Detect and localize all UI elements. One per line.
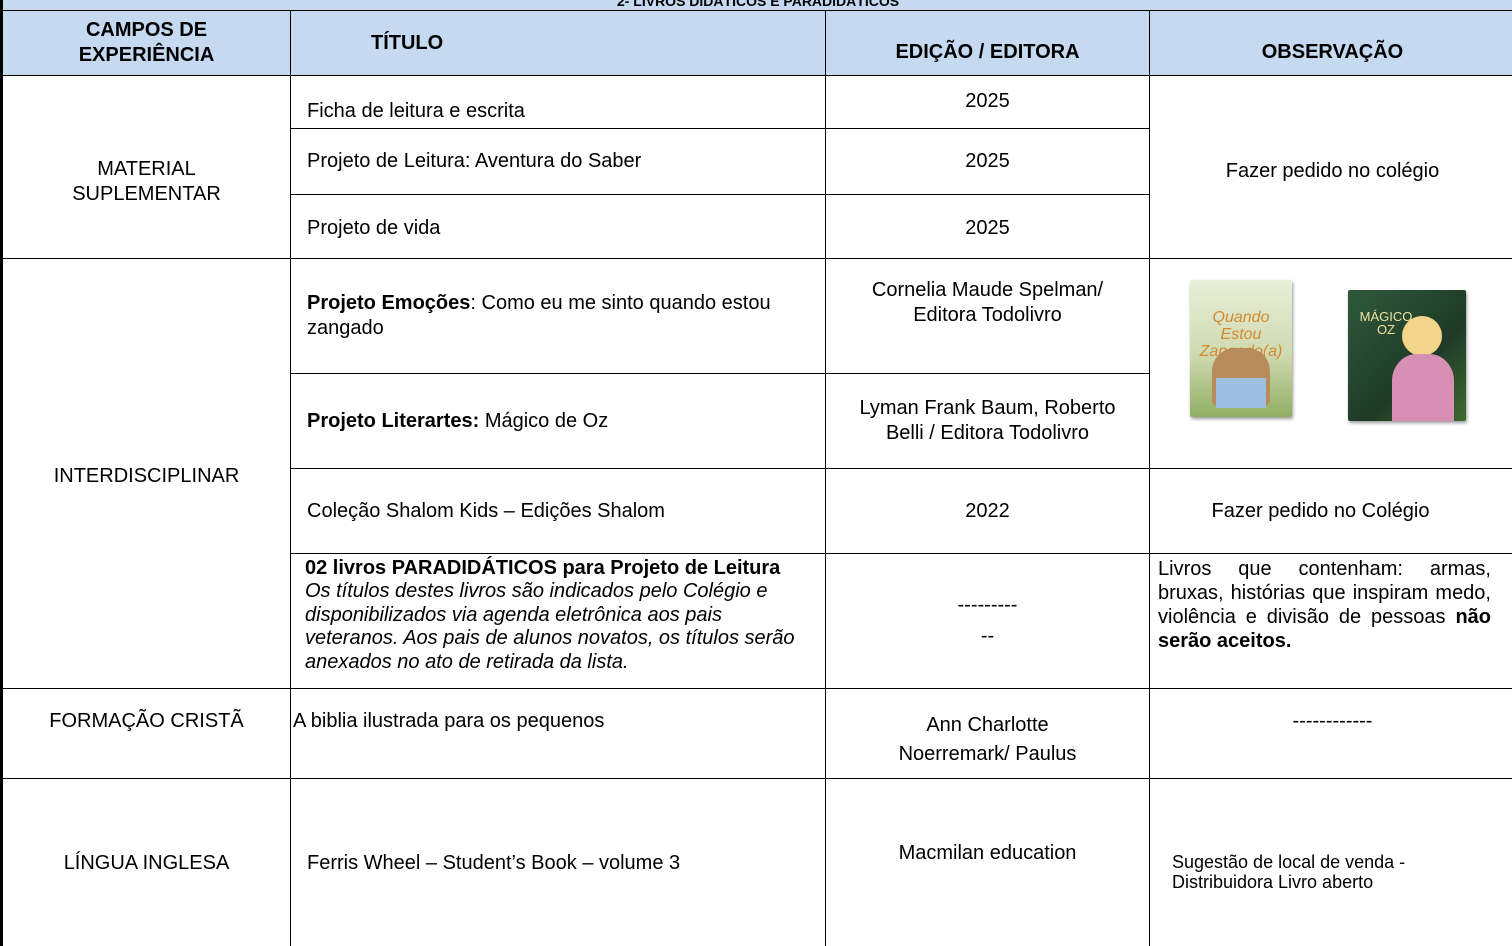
title-text: Projeto de Leitura: Aventura do Saber (307, 150, 642, 172)
title-text: 02 livros PARADIDÁTICOS para Projeto de … (305, 557, 811, 674)
edition-text: Ann Charlotte Noerremark/ Paulus (898, 713, 1077, 765)
header-text: EDIÇÃO / EDITORA (895, 40, 1080, 63)
edition-cell: Cornelia Maude Spelman/ Editora Todolivr… (825, 258, 1150, 374)
title-bold: Projeto Emoções (307, 292, 471, 314)
field-text: MATERIAL SUPLEMENTAR (72, 158, 221, 205)
header-text: CAMPOS DE EXPERIÊNCIA (78, 19, 215, 66)
edition-text: Lyman Frank Baum, Roberto Belli / Editor… (859, 397, 1116, 444)
title-bold: 02 livros PARADIDÁTICOS para Projeto de … (305, 557, 781, 579)
title-cell: Coleção Shalom Kids – Edições Shalom (290, 468, 826, 554)
observation-text: Sugestão de local de venda - Distribuido… (1172, 852, 1406, 892)
covers-cell: Quando Estou Zangado(a) MÁGICO OZ (1149, 258, 1512, 469)
edition-text: --------- -- (958, 593, 1018, 649)
observation-cell: Fazer pedido no Colégio (1149, 468, 1512, 554)
edition-cell: 2025 (825, 128, 1150, 195)
title-cell: A biblia ilustrada para os pequenos (290, 688, 826, 779)
field-text: LÍNGUA INGLESA (63, 851, 230, 874)
field-cell: LÍNGUA INGLESA (2, 778, 291, 946)
title-cell: Ficha de leitura e escrita (290, 75, 826, 129)
edition-text: Macmilan education (898, 842, 1077, 864)
header-cell: EDIÇÃO / EDITORA (825, 10, 1150, 76)
observation-cell: ------------ (1149, 688, 1512, 779)
title-text: Projeto de vida (307, 217, 441, 239)
title-note: Os títulos destes livros são indicados p… (305, 580, 795, 673)
edition-text: 2025 (965, 150, 1010, 172)
book-cover: Quando Estou Zangado(a) (1190, 280, 1292, 417)
field-cell: MATERIAL SUPLEMENTAR (2, 75, 291, 259)
title-cell: Projeto Emoções: Como eu me sinto quando… (290, 258, 826, 374)
table-title: 2- LIVROS DIDÁTICOS E PARADIDÁTICOS (616, 0, 900, 9)
observation-bold: não serão aceitos. (1158, 606, 1491, 652)
title-bold: Projeto Literartes: (307, 409, 480, 432)
field-text: FORMAÇÃO CRISTÃ (49, 710, 244, 732)
observation-text: Livros que contenham: armas, bruxas, his… (1158, 557, 1491, 653)
header-text: TÍTULO (371, 31, 444, 54)
field-cell: INTERDISCIPLINAR (2, 258, 291, 689)
title-text: Ficha de leitura e escrita (307, 99, 525, 122)
edition-text: 2022 (965, 499, 1010, 522)
edition-cell: 2022 (825, 468, 1150, 554)
cover-figure (1392, 354, 1454, 421)
title-cell: Projeto de vida (290, 194, 826, 259)
title-cell: Ferris Wheel – Student’s Book – volume 3 (290, 778, 826, 946)
title-text: Projeto Literartes: Mágico de Oz (307, 409, 608, 434)
edition-cell: Macmilan education (825, 778, 1150, 946)
edition-text: Cornelia Maude Spelman/ Editora Todolivr… (871, 279, 1104, 326)
cover-figure (1216, 378, 1266, 408)
observation-cell: Sugestão de local de venda - Distribuido… (1149, 778, 1512, 946)
edition-cell: 2025 (825, 75, 1150, 129)
field-cell: FORMAÇÃO CRISTÃ (2, 688, 291, 779)
edition-text: 2025 (965, 89, 1010, 112)
observation-text: ------------ (1292, 710, 1373, 732)
title-rest: : Como eu me sinto quando estou zangado (307, 292, 771, 339)
cover-figure (1402, 316, 1442, 356)
header-cell: CAMPOS DE EXPERIÊNCIA (2, 10, 291, 76)
edition-cell: Ann Charlotte Noerremark/ Paulus (825, 688, 1150, 779)
header-text: OBSERVAÇÃO (1261, 40, 1404, 63)
title-text: Projeto Emoções: Como eu me sinto quando… (307, 291, 809, 341)
title-cell: 02 livros PARADIDÁTICOS para Projeto de … (290, 553, 826, 689)
edition-text: 2025 (965, 217, 1010, 239)
edition-line: --------- (957, 594, 1018, 616)
title-cell: Projeto Literartes: Mágico de Oz (290, 373, 826, 469)
header-cell: OBSERVAÇÃO (1149, 10, 1512, 76)
observation-cell: Fazer pedido no colégio (1149, 75, 1512, 259)
observation-text: Fazer pedido no colégio (1225, 159, 1440, 182)
observation-rest: Livros que contenham: armas, bruxas, his… (1158, 558, 1491, 628)
edition-cell: Lyman Frank Baum, Roberto Belli / Editor… (825, 373, 1150, 469)
edition-line: -- (980, 625, 995, 647)
title-text: Ferris Wheel – Student’s Book – volume 3 (307, 851, 681, 874)
observation-text: Fazer pedido no Colégio (1211, 499, 1430, 522)
book-cover: MÁGICO OZ (1348, 290, 1466, 421)
title-rest: Mágico de Oz (479, 409, 609, 432)
title-text: Coleção Shalom Kids – Edições Shalom (307, 499, 665, 522)
cover-title: MÁGICO OZ (1359, 309, 1413, 337)
observation-cell: Livros que contenham: armas, bruxas, his… (1149, 553, 1512, 689)
field-text: INTERDISCIPLINAR (53, 464, 240, 487)
edition-cell: 2025 (825, 194, 1150, 259)
title-cell: Projeto de Leitura: Aventura do Saber (290, 128, 826, 195)
header-cell: TÍTULO (290, 10, 826, 76)
edition-cell: --------- -- (825, 553, 1150, 689)
title-text: A biblia ilustrada para os pequenos (293, 710, 605, 732)
